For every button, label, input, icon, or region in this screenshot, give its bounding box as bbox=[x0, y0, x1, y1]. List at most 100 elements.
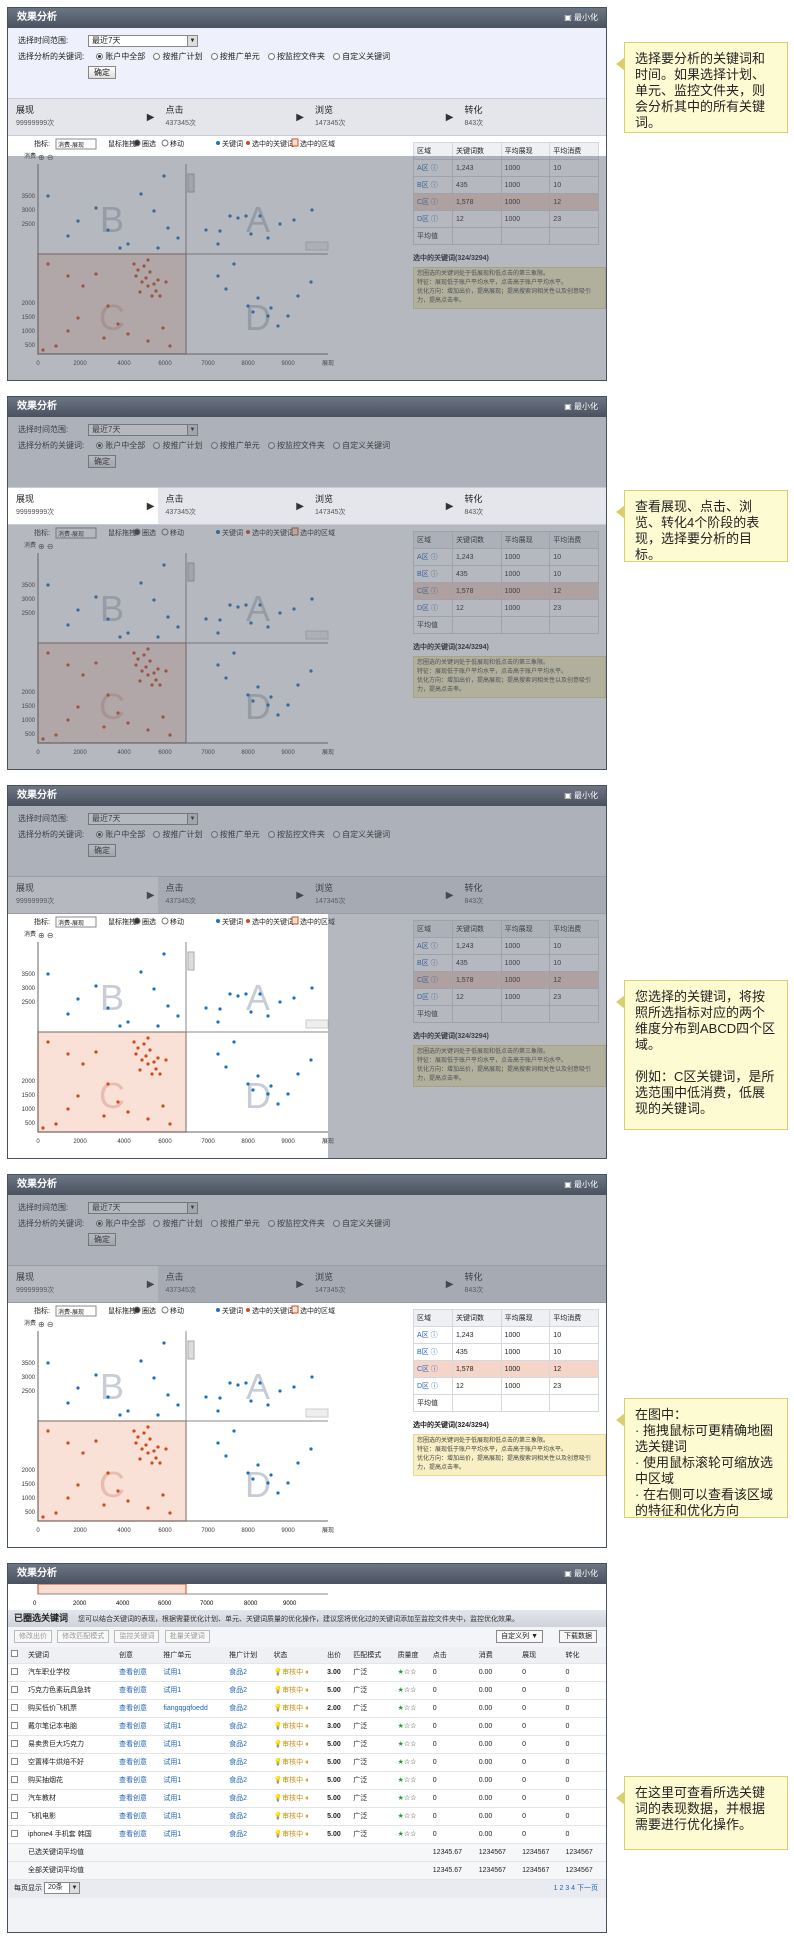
stage-conversions[interactable]: 转化 843次 bbox=[464, 494, 484, 516]
bid-cell[interactable]: 5.00 bbox=[324, 1771, 351, 1790]
time-range-select[interactable]: 最近7天 ▼ bbox=[88, 423, 198, 436]
zone-link-a[interactable]: A区 ⓘ bbox=[413, 937, 453, 955]
plan-link[interactable]: 食品2 bbox=[226, 1753, 271, 1772]
zone-link-b[interactable]: B区 ⓘ bbox=[413, 565, 453, 583]
unit-link[interactable]: 试用1 bbox=[160, 1753, 227, 1772]
view-creative-link[interactable]: 查看创意 bbox=[116, 1753, 161, 1772]
plan-link[interactable]: 食品2 bbox=[226, 1717, 271, 1736]
zone-link-a[interactable]: A区 ⓘ bbox=[413, 159, 453, 177]
zone-link-c[interactable]: C区 ⓘ bbox=[413, 582, 453, 600]
view-creative-link[interactable]: 查看创意 bbox=[116, 1825, 161, 1844]
radio-unit[interactable] bbox=[210, 53, 218, 61]
unit-link[interactable]: 试用1 bbox=[160, 1807, 227, 1826]
radio-plan[interactable] bbox=[153, 1220, 161, 1228]
row-checkbox[interactable] bbox=[8, 1699, 25, 1718]
plan-link[interactable]: 食品2 bbox=[226, 1825, 271, 1844]
zone-link-d[interactable]: D区 ⓘ bbox=[413, 1377, 453, 1395]
view-creative-link[interactable]: 查看创意 bbox=[116, 1807, 161, 1826]
col-header[interactable]: 质量度 bbox=[394, 1647, 430, 1664]
view-creative-link[interactable]: 查看创意 bbox=[116, 1681, 161, 1700]
stage-clicks[interactable]: 点击 437345次 ▶ bbox=[165, 883, 305, 905]
stage-clicks[interactable]: 点击 437345次 ▶ bbox=[165, 494, 305, 516]
radio-custom[interactable] bbox=[333, 53, 341, 61]
stage-clicks[interactable]: 点击 437345次 ▶ bbox=[165, 105, 305, 127]
row-checkbox[interactable] bbox=[8, 1753, 25, 1772]
row-checkbox[interactable] bbox=[8, 1807, 25, 1826]
radio-custom[interactable] bbox=[333, 442, 341, 450]
plan-link[interactable]: 食品2 bbox=[226, 1735, 271, 1754]
radio-plan[interactable] bbox=[153, 831, 161, 839]
stage-views[interactable]: 浏览 147345次 ▶ bbox=[315, 494, 454, 516]
unit-link[interactable]: 试用1 bbox=[160, 1789, 227, 1808]
zone-link-a[interactable]: A区 ⓘ bbox=[413, 548, 453, 566]
minimize-button[interactable]: ▣ 最小化 bbox=[564, 791, 598, 800]
page-links[interactable]: 1 2 3 4 下一页 bbox=[553, 1884, 598, 1892]
zone-link-b[interactable]: B区 ⓘ bbox=[413, 1343, 453, 1361]
plan-link[interactable]: 食品2 bbox=[226, 1663, 271, 1682]
col-header[interactable]: 状态 bbox=[270, 1647, 325, 1664]
unit-link[interactable]: 试用1 bbox=[160, 1825, 227, 1844]
radio-unit[interactable] bbox=[210, 1220, 218, 1228]
bulk-kw-button[interactable]: 批量关键词 bbox=[164, 1630, 210, 1643]
stage-impressions[interactable]: 展现 99999999次 ▶ bbox=[8, 877, 158, 913]
bid-cell[interactable]: 3.00 bbox=[324, 1663, 351, 1682]
radio-all[interactable] bbox=[96, 1220, 104, 1228]
zone-link-b[interactable]: B区 ⓘ bbox=[413, 176, 453, 194]
zone-link-b[interactable]: B区 ⓘ bbox=[413, 954, 453, 972]
edit-match-button[interactable]: 修改匹配模式 bbox=[57, 1630, 110, 1643]
zone-link-d[interactable]: D区 ⓘ bbox=[413, 210, 453, 228]
row-checkbox[interactable] bbox=[8, 1771, 25, 1790]
stage-clicks[interactable]: 点击 437345次 ▶ bbox=[165, 1272, 305, 1294]
match-cell[interactable]: 广泛 bbox=[350, 1735, 395, 1754]
unit-link[interactable]: fiangqgqfoedd bbox=[160, 1699, 227, 1718]
row-checkbox[interactable] bbox=[8, 1735, 25, 1754]
radio-folder[interactable] bbox=[267, 831, 275, 839]
stage-conversions[interactable]: 转化 843次 bbox=[464, 883, 484, 905]
time-range-select[interactable]: 最近7天 ▼ bbox=[88, 1201, 198, 1214]
radio-folder[interactable] bbox=[267, 53, 275, 61]
stage-conversions[interactable]: 转化 843次 bbox=[464, 105, 484, 127]
plan-link[interactable]: 食品2 bbox=[226, 1771, 271, 1790]
unit-link[interactable]: 试用1 bbox=[160, 1717, 227, 1736]
match-cell[interactable]: 广泛 bbox=[350, 1699, 395, 1718]
col-header[interactable]: 推广单元 bbox=[160, 1647, 227, 1664]
col-header[interactable]: 出价 bbox=[324, 1647, 351, 1664]
view-creative-link[interactable]: 查看创意 bbox=[116, 1789, 161, 1808]
view-creative-link[interactable]: 查看创意 bbox=[116, 1699, 161, 1718]
zone-link-a[interactable]: A区 ⓘ bbox=[413, 1326, 453, 1344]
bid-cell[interactable]: 2.00 bbox=[324, 1699, 351, 1718]
time-range-select[interactable]: 最近7天 ▼ bbox=[88, 34, 198, 47]
radio-unit[interactable] bbox=[210, 442, 218, 450]
radio-plan[interactable] bbox=[153, 53, 161, 61]
match-cell[interactable]: 广泛 bbox=[350, 1681, 395, 1700]
confirm-button[interactable]: 确定 bbox=[88, 844, 116, 857]
unit-link[interactable]: 试用1 bbox=[160, 1735, 227, 1754]
col-header[interactable]: 展现 bbox=[519, 1647, 563, 1664]
stage-views[interactable]: 浏览 147345次 ▶ bbox=[315, 1272, 454, 1294]
plan-link[interactable]: 食品2 bbox=[226, 1807, 271, 1826]
unit-link[interactable]: 试用1 bbox=[160, 1681, 227, 1700]
row-checkbox[interactable] bbox=[8, 1663, 25, 1682]
zone-link-c[interactable]: C区 ⓘ bbox=[413, 1360, 453, 1378]
match-cell[interactable]: 广泛 bbox=[350, 1663, 395, 1682]
view-creative-link[interactable]: 查看创意 bbox=[116, 1735, 161, 1754]
zone-link-c[interactable]: C区 ⓘ bbox=[413, 193, 453, 211]
view-creative-link[interactable]: 查看创意 bbox=[116, 1717, 161, 1736]
radio-all[interactable] bbox=[96, 53, 104, 61]
select-all-checkbox[interactable] bbox=[8, 1647, 25, 1664]
view-creative-link[interactable]: 查看创意 bbox=[116, 1771, 161, 1790]
match-cell[interactable]: 广泛 bbox=[350, 1825, 395, 1844]
col-header[interactable]: 关键词 bbox=[24, 1647, 117, 1664]
confirm-button[interactable]: 确定 bbox=[88, 66, 116, 79]
plan-link[interactable]: 食品2 bbox=[226, 1699, 271, 1718]
zone-link-d[interactable]: D区 ⓘ bbox=[413, 599, 453, 617]
match-cell[interactable]: 广泛 bbox=[350, 1789, 395, 1808]
zone-link-c[interactable]: C区 ⓘ bbox=[413, 971, 453, 989]
confirm-button[interactable]: 确定 bbox=[88, 455, 116, 468]
bid-cell[interactable]: 5.00 bbox=[324, 1681, 351, 1700]
radio-custom[interactable] bbox=[333, 1220, 341, 1228]
monitor-kw-button[interactable]: 监控关键词 bbox=[114, 1630, 160, 1643]
